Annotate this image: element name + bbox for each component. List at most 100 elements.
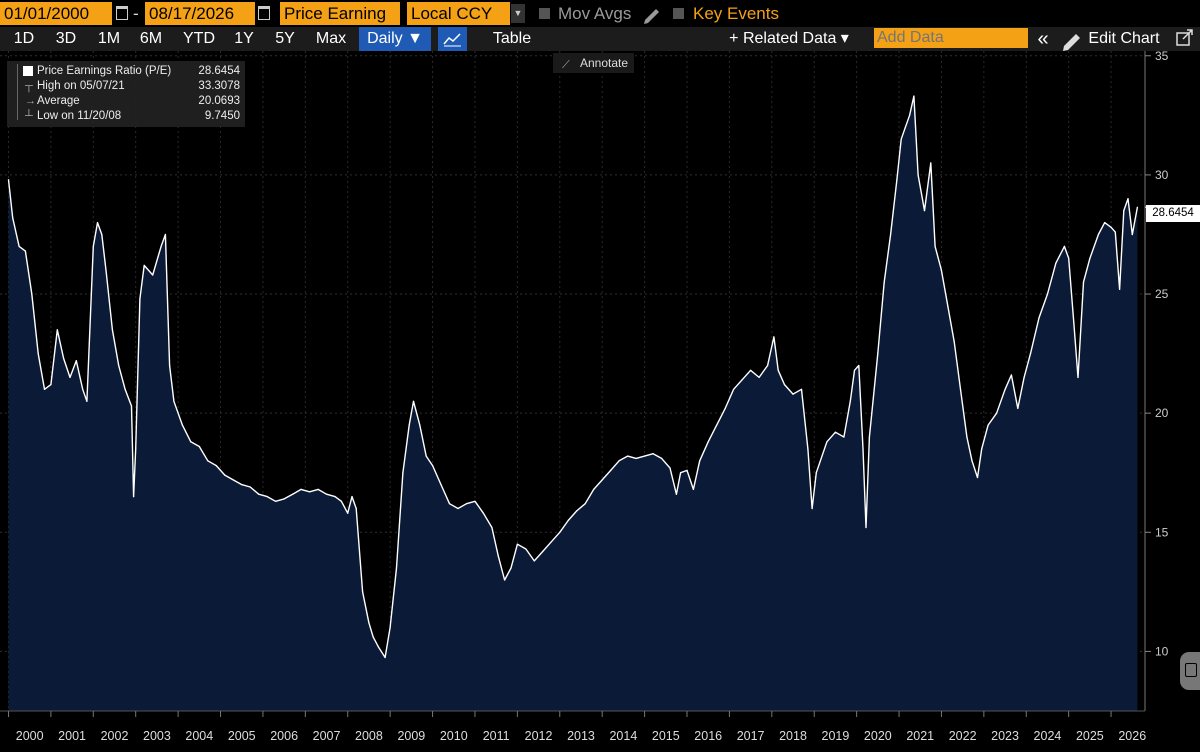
data-point [63,357,65,359]
data-point [516,543,519,545]
x-tick-label: 2019 [822,729,850,743]
start-date-input[interactable]: 01/01/2000 [0,2,112,25]
annotate-button[interactable]: ⟋ Annotate [553,53,634,73]
frequency-daily-button[interactable]: Daily ▼ [359,27,431,51]
end-date-input[interactable]: 08/17/2026 [145,2,255,25]
collapse-icon[interactable]: « [1037,28,1049,50]
period-1m-button[interactable]: 1M [97,30,121,47]
data-point [169,364,171,367]
legend-average-label: Average [37,95,80,107]
data-point [686,469,688,471]
currency-dropdown-icon[interactable]: ▼ [511,4,525,23]
data-point [300,488,302,490]
field-selector[interactable]: Price Earning [280,2,400,25]
data-point [491,526,493,529]
end-calendar-icon[interactable] [258,6,270,20]
data-point [440,484,442,486]
data-point [482,512,484,514]
data-point [593,488,595,490]
key-events-checkbox[interactable] [673,8,684,19]
data-point [1004,388,1006,390]
legend-high-row: ┬ High on 05/07/21 33.3078 [7,78,245,94]
data-point [707,441,709,443]
side-panel-toggle-icon[interactable] [1180,652,1200,690]
data-point [627,455,629,457]
export-icon[interactable] [1170,27,1198,51]
series-area-fill [8,96,1138,712]
x-axis: 2000 2001 2002 2003 2004 2005 2006 2007 2008 2009… [7,711,1146,743]
data-point [7,179,10,181]
period-6m-button[interactable]: 6M [139,30,163,47]
data-point [843,436,845,438]
edit-chart-button[interactable]: Edit Chart [1088,30,1160,47]
data-point [362,591,364,593]
x-tick-label: 2003 [143,729,171,743]
data-point [340,500,342,502]
data-point [767,364,769,367]
data-point [1089,257,1091,259]
data-point [1110,226,1112,228]
table-button[interactable]: Table [492,30,532,47]
start-calendar-icon[interactable] [116,6,128,20]
legend-tree-line [17,64,18,120]
data-point [334,496,336,498]
related-data-button[interactable]: + Related Data ▾ [729,30,849,47]
data-point [976,476,979,479]
period-5y-button[interactable]: 5Y [275,30,295,47]
legend-series-row[interactable]: Price Earnings Ratio (P/E) 28.6454 [7,63,245,79]
data-point [1038,317,1040,319]
mov-avgs-checkbox[interactable] [539,8,550,19]
data-point [652,453,654,455]
legend-average-row: → Average 20.0693 [7,93,245,109]
data-point [971,460,973,462]
data-point [92,245,94,247]
data-point [497,555,499,557]
period-1d-button[interactable]: 1D [13,30,35,47]
data-point [826,441,828,443]
x-tick-label: 2006 [270,729,298,743]
data-point [792,393,794,395]
data-point [934,245,936,247]
data-point [1023,376,1025,378]
data-point [309,491,311,493]
data-point [96,222,99,224]
data-point [618,460,620,462]
data-point [224,474,226,476]
data-point [43,388,46,390]
data-point [783,384,786,386]
period-ytd-button[interactable]: YTD [183,30,215,47]
data-point [584,503,586,505]
key-events-label[interactable]: Key Events [693,4,779,23]
data-point [1114,231,1116,233]
series-swatch [23,66,33,76]
x-tick-label: 2014 [609,729,637,743]
add-data-input[interactable] [874,28,1028,48]
data-point [981,448,983,450]
data-point [111,329,113,331]
data-point [644,455,646,457]
data-point [275,500,277,502]
data-point [395,567,398,569]
data-point [412,400,415,402]
currency-selector[interactable]: Local CCY [407,2,510,25]
last-value-label: 28.6454 [1146,205,1200,222]
x-tick-label: 2020 [864,729,892,743]
period-1y-button[interactable]: 1Y [234,30,254,47]
period-3d-button[interactable]: 3D [55,30,77,47]
period-max-button[interactable]: Max [315,30,347,47]
data-point [661,457,663,459]
data-point [18,245,20,247]
data-point [173,400,175,402]
x-tick-label: 2000 [16,729,44,743]
data-point [266,496,268,498]
data-point [896,179,898,181]
data-point [858,364,860,367]
x-tick-label: 2004 [185,729,213,743]
data-point [849,400,851,402]
legend-low-value: 9.7450 [204,110,240,122]
average-marker-icon: → [25,95,36,107]
data-point [559,531,561,533]
mov-avgs-label[interactable]: Mov Avgs [558,4,632,23]
data-point [143,264,145,266]
